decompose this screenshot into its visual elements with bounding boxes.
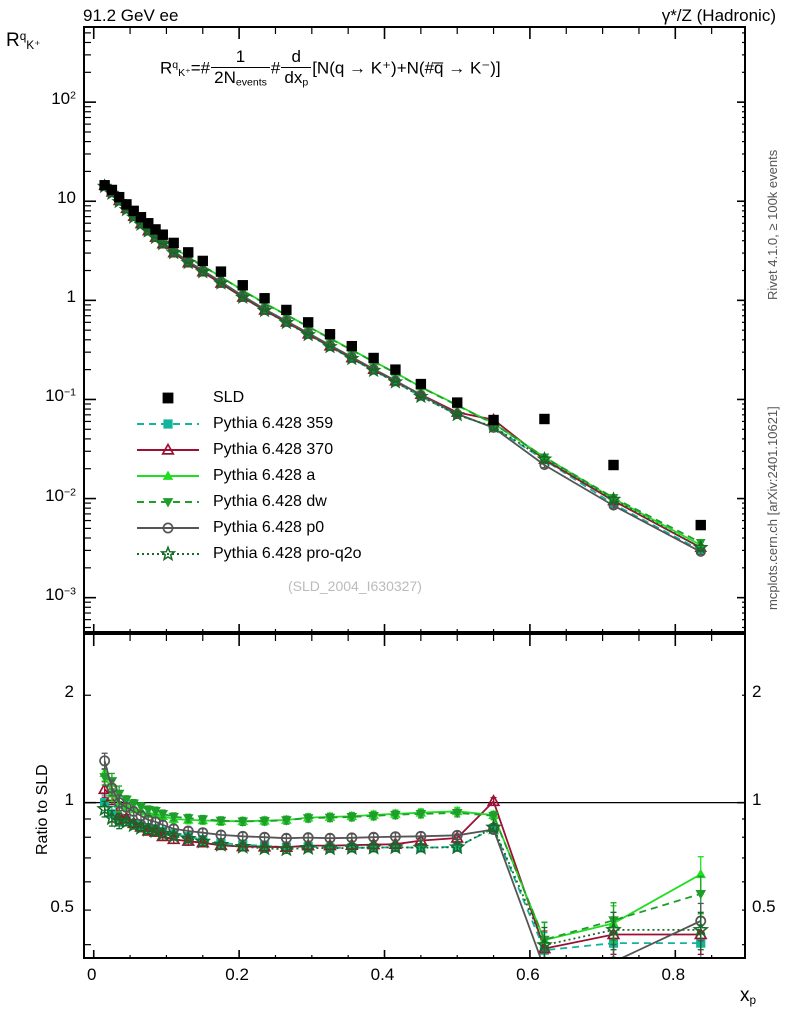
- y-axis-label-R: R: [6, 30, 20, 51]
- legend-item-1[interactable]: Pythia 6.428 359: [135, 411, 362, 437]
- y-tick-ratio-left-2: 0.5: [50, 897, 74, 917]
- formula-frac1-den-sub: events: [235, 76, 267, 89]
- legend-item-4[interactable]: Pythia 6.428 dw: [135, 489, 362, 515]
- formula-definition: RqK⁺=# 1 2Nevents # d dxp [N(q → K⁺)+N(#q̅ → K…: [160, 47, 501, 90]
- legend-item-3[interactable]: Pythia 6.428 a: [135, 463, 362, 489]
- y-tick-main-0: 102: [51, 89, 76, 109]
- formula-R-sup: q: [172, 59, 179, 72]
- y-tick-ratio-left-0: 2: [64, 682, 74, 702]
- formula-frac2-denominator: dxp: [281, 67, 312, 89]
- header-collision-energy: 91.2 GeV ee: [83, 6, 179, 25]
- x-tick-2: 0.4: [370, 965, 395, 984]
- legend-item-6[interactable]: Pythia 6.428 pro-q2o: [135, 541, 362, 567]
- formula-frac2-den-sub: p: [302, 76, 309, 89]
- main-plot-panel: [83, 26, 746, 633]
- ratio-plot-panel: [83, 633, 746, 959]
- y-tick-main-3: 10−​1: [45, 386, 76, 406]
- formula-frac1-denominator: 2Nevents: [211, 67, 270, 89]
- formula-R-sub: K⁺: [178, 66, 191, 79]
- y-tick-main-4: 10−​2: [45, 485, 76, 505]
- formula-frac1-den-text: 2N: [214, 68, 236, 87]
- legend-label: Pythia 6.428 370: [213, 441, 334, 458]
- legend-item-5[interactable]: Pythia 6.428 p0: [135, 515, 362, 541]
- y-tick-ratio-right-2: 0.5: [752, 897, 776, 917]
- legend-label: Pythia 6.428 359: [213, 415, 334, 432]
- y-tick-ratio-left-1: 1: [64, 789, 74, 809]
- header-process: γ*/Z (Hadronic): [661, 6, 776, 25]
- ratio-plot-canvas: [85, 635, 744, 957]
- y-tick-ratio-right-1: 1: [752, 789, 762, 809]
- formula-fraction-2: d dxp: [281, 47, 312, 89]
- y-tick-main-5: 10−​3: [45, 584, 76, 604]
- formula-frac1-numerator: 1: [235, 47, 246, 66]
- legend-swatch-icon: [137, 545, 199, 562]
- x-tick-4: 0.8: [661, 965, 686, 984]
- plot-legend: SLD Pythia 6.428 359 Pythia 6.428 370 Pythi…: [135, 385, 362, 567]
- mcplots-source-caption: mcplots.cern.ch [arXiv:2401.10621]: [765, 406, 780, 610]
- legend-item-2[interactable]: Pythia 6.428 370: [135, 437, 362, 463]
- formula-mid-hash: #: [270, 58, 281, 78]
- legend-key-trianglefilled-icon: [135, 465, 201, 487]
- legend-label: Pythia 6.428 dw: [213, 493, 327, 510]
- legend-swatch-icon: [137, 522, 199, 534]
- legend-swatch-icon: [137, 419, 199, 429]
- y-tick-main-2: 1: [66, 287, 76, 307]
- formula-R: R: [160, 58, 173, 78]
- legend-key-triangleopen-icon: [135, 439, 201, 461]
- y-axis-label-main: RqK⁺: [6, 30, 40, 52]
- main-plot-canvas: [85, 28, 744, 631]
- x-axis-label-sub: p: [749, 993, 757, 1007]
- formula-frac2-numerator: d: [291, 47, 301, 66]
- y-tick-ratio-right-0: 2: [752, 682, 762, 702]
- analysis-id-watermark: (SLD_2004_I630327): [288, 578, 422, 594]
- x-tick-3: 0.6: [516, 965, 540, 984]
- legend-swatch-icon: [162, 392, 174, 404]
- legend-label: Pythia 6.428 p0: [213, 519, 325, 536]
- legend-key-circleopen-icon: [135, 517, 201, 539]
- legend-swatch-icon: [137, 470, 199, 480]
- legend-item-0[interactable]: SLD: [135, 385, 362, 411]
- legend-key-triangledownfilled-icon: [135, 491, 201, 513]
- legend-swatch-icon: [137, 498, 199, 508]
- y-tick-main-1: 10: [57, 188, 76, 208]
- legend-key-staropen-icon: [135, 543, 201, 565]
- y-axis-label-sub: K⁺: [26, 38, 41, 52]
- legend-swatch-icon: [137, 442, 199, 455]
- formula-equals: =#: [190, 58, 211, 78]
- legend-key-squarefilled-icon: [135, 413, 201, 435]
- x-tick-1: 0.2: [225, 965, 249, 984]
- x-tick-0: 0: [86, 965, 97, 984]
- formula-rhs: [N(q → K⁺)+N(#q̅ → K⁻)]: [312, 58, 501, 78]
- legend-label: SLD: [213, 389, 245, 406]
- legend-label: Pythia 6.428 a: [213, 467, 316, 484]
- formula-frac2-den-text: dx: [284, 68, 303, 87]
- legend-key-squarefilled-icon: [135, 387, 201, 409]
- legend-label: Pythia 6.428 pro-q2o: [213, 545, 362, 562]
- x-axis-label-x: x: [740, 985, 750, 1006]
- rivet-version-caption: Rivet 4.1.0, ≥ 100k events: [765, 149, 780, 300]
- x-axis-label: xp: [740, 985, 756, 1007]
- formula-fraction-1: 1 2Nevents: [211, 47, 270, 89]
- y-axis-label-sup: q: [19, 30, 27, 44]
